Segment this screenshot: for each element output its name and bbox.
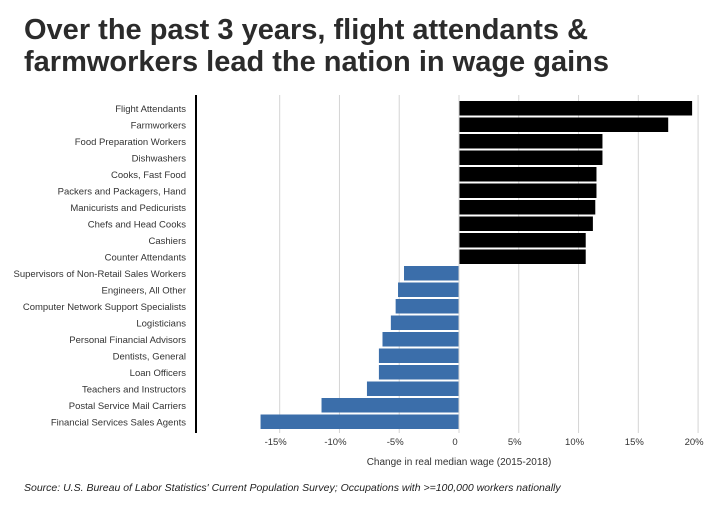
chart-area: Flight Attendants Farmworkers Food Prepara… (0, 95, 725, 470)
category-label-14: Personal Financial Advisors (69, 335, 186, 346)
bar-16 (378, 365, 459, 380)
bar-3 (459, 150, 603, 165)
bar-13 (390, 315, 459, 330)
category-label-7: Chefs and Head Cooks (88, 219, 186, 230)
category-label-0: Flight Attendants (115, 104, 186, 115)
x-tick-label-7: 20% (685, 437, 705, 448)
category-label-11: Engineers, All Other (102, 285, 187, 296)
category-label-5: Packers and Packagers, Hand (58, 186, 186, 197)
bar-10 (404, 266, 459, 281)
category-label-18: Postal Service Mail Carriers (69, 401, 186, 412)
bar-7 (459, 216, 593, 231)
category-label-3: Dishwashers (132, 153, 187, 164)
category-label-17: Teachers and Instructors (82, 384, 186, 395)
category-label-16: Loan Officers (130, 368, 187, 379)
bar-6 (459, 200, 596, 215)
category-label-10: Supervisors of Non-Retail Sales Workers (14, 269, 187, 280)
bar-14 (382, 332, 459, 347)
category-label-8: Cashiers (149, 236, 187, 247)
bar-8 (459, 233, 586, 248)
bar-11 (398, 282, 459, 297)
bar-15 (378, 348, 459, 363)
chart-title: Over the past 3 years, flight attendants… (24, 14, 609, 78)
category-label-13: Logisticians (136, 318, 186, 329)
bar-18 (321, 398, 459, 413)
category-label-6: Manicurists and Pedicurists (70, 203, 186, 214)
x-tick-label-2: -5% (387, 437, 404, 448)
x-tick-label-0: -15% (265, 437, 288, 448)
x-axis-label: Change in real median wage (2015-2018) (367, 457, 552, 468)
x-tick-label-6: 15% (625, 437, 645, 448)
category-label-15: Dentists, General (113, 351, 186, 362)
category-label-9: Counter Attendants (105, 252, 187, 263)
bar-4 (459, 167, 597, 182)
source-note: Source: U.S. Bureau of Labor Statistics'… (24, 482, 561, 494)
category-label-4: Cooks, Fast Food (111, 170, 186, 181)
category-label-2: Food Preparation Workers (75, 137, 186, 148)
category-label-12: Computer Network Support Specialists (23, 302, 186, 313)
x-tick-label-3: 0 (452, 437, 457, 448)
x-tick-label-1: -10% (324, 437, 347, 448)
bar-9 (459, 249, 586, 264)
bar-0 (459, 101, 693, 116)
x-tick-label-5: 10% (565, 437, 585, 448)
bar-19 (260, 414, 459, 429)
category-label-19: Financial Services Sales Agents (51, 417, 186, 428)
bar-2 (459, 134, 603, 149)
bar-5 (459, 183, 597, 198)
bar-17 (366, 381, 459, 396)
bar-1 (459, 117, 669, 132)
x-tick-label-4: 5% (508, 437, 522, 448)
bar-12 (395, 299, 459, 314)
bar-chart: Flight Attendants Farmworkers Food Prepara… (14, 95, 705, 468)
category-label-1: Farmworkers (131, 120, 187, 131)
